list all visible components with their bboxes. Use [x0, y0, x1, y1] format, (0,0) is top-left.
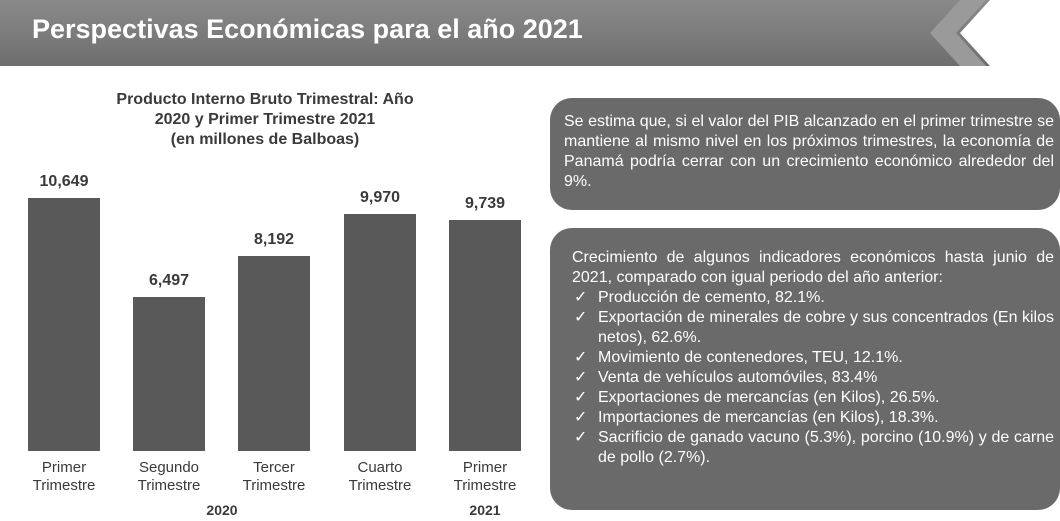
- indicator-item: Venta de vehículos automóviles, 83.4%: [572, 368, 1054, 388]
- chart: 10,649 Primer Trimestre 6,497 Segundo Trime…: [28, 172, 521, 518]
- indicator-item: Sacrificio de ganado vacuno (5.3%), porc…: [572, 428, 1054, 468]
- value-label: 8,192: [253, 231, 295, 249]
- x-tick-label: Primer Trimestre: [453, 459, 517, 494]
- value-label: 9,739: [464, 194, 506, 212]
- group-label: 2021: [469, 502, 501, 518]
- value-label: 10,649: [39, 172, 89, 190]
- chart-title: Producto Interno Bruto Trimestral: Año 2…: [116, 91, 414, 128]
- header-title: Perspectivas Económicas para el año 2021: [32, 14, 583, 44]
- x-tick-label: Cuarto Trimestre: [348, 459, 412, 494]
- intro: Crecimiento de algunos indicadores econó…: [572, 249, 1054, 286]
- indicator-item: Producción de cemento, 82.1%.: [572, 288, 1054, 308]
- indicator-item: Importaciones de mercancías (en Kilos), …: [572, 408, 1054, 428]
- header-band: [0, 0, 1060, 66]
- indicator-item: Movimiento de contenedores, TEU, 12.1%.: [572, 348, 1054, 368]
- chart-title-block: Producto Interno Bruto Trimestral: Año 2…: [60, 90, 470, 150]
- bar: [28, 197, 100, 451]
- chevron: [930, 0, 1060, 66]
- bar: [344, 214, 416, 451]
- chart-subtitle: (en millones de Balboas): [170, 131, 360, 148]
- x-tick-label: Primer Trimestre: [32, 459, 96, 494]
- indicator-item: Exportación de minerales de cobre y sus …: [572, 308, 1054, 348]
- bar: [238, 256, 310, 451]
- x-tick-label: Tercer Trimestre: [242, 459, 306, 494]
- text-box: Se estima que, si el valor del PIB alcan…: [550, 98, 1060, 210]
- group-label: 2020: [206, 502, 238, 518]
- value-label: 9,970: [359, 189, 401, 207]
- text-box: Crecimiento de algunos indicadores econó…: [550, 228, 1060, 510]
- x-tick-label: Segundo Trimestre: [137, 459, 201, 494]
- paragraph: Se estima que, si el valor del PIB alcan…: [564, 113, 1054, 190]
- bar: [449, 219, 521, 451]
- bar: [133, 296, 205, 451]
- indicator-item: Exportaciones de mercancías (en Kilos), …: [572, 388, 1054, 408]
- indicator-list: Producción de cemento, 82.1%.Exportación…: [572, 288, 1054, 468]
- value-label: 6,497: [148, 271, 190, 289]
